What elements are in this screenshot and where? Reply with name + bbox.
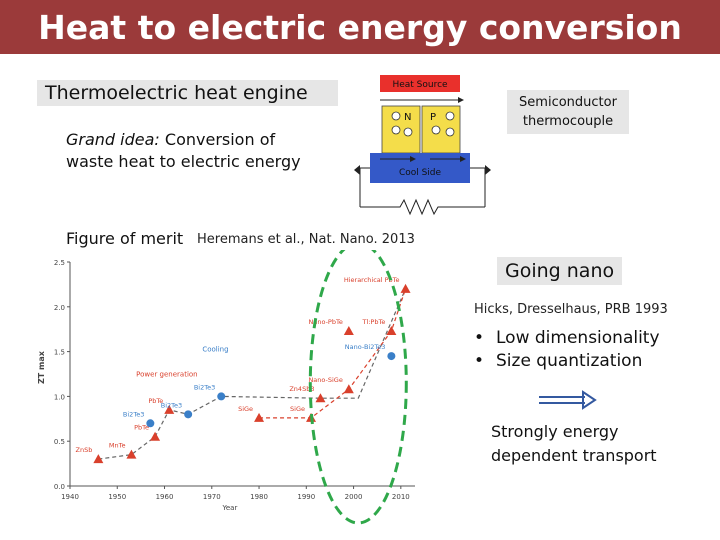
data-label: MnTe	[109, 442, 126, 450]
x-tick-label: 2000	[345, 493, 363, 501]
x-tick-label: 1970	[203, 493, 221, 501]
citation: Heremans et al., Nat. Nano. 2013	[197, 232, 415, 247]
data-label: PbTe	[134, 424, 149, 432]
data-label: Zn4Sb3	[289, 385, 314, 393]
semiconductor-label: Semiconductor thermocouple	[507, 90, 629, 134]
bullet-text: Size quantization	[496, 351, 643, 371]
x-axis-label: Year	[222, 504, 238, 512]
strongly-line2: dependent transport	[491, 446, 657, 465]
x-tick-label: 1960	[156, 493, 174, 501]
data-point	[93, 454, 104, 464]
x-tick-label: 1940	[61, 493, 79, 501]
data-label: Nano-Bi2Te3	[345, 343, 386, 351]
data-label: Bi2Te3	[194, 383, 215, 391]
hicks-reference: Hicks, Dresselhaus, PRB 1993	[474, 302, 668, 317]
double-arrow-icon	[539, 390, 597, 410]
data-point	[343, 325, 354, 335]
electron-icon	[391, 125, 401, 135]
data-point	[343, 384, 354, 394]
cool-arrow-left-head	[410, 156, 416, 162]
bullet-item: • Size quantization	[474, 351, 643, 371]
n-leg	[381, 105, 421, 154]
data-label: Nano-SiGe	[308, 376, 342, 384]
figure-of-merit-label: Figure of merit	[66, 229, 184, 248]
grand-idea-line1: Conversion of	[159, 130, 276, 149]
data-point	[126, 449, 137, 459]
data-point	[164, 404, 175, 414]
y-tick-label: 1.0	[54, 393, 65, 401]
data-label: Bi2Te3	[161, 401, 182, 409]
heat-source-label: Heat Source	[392, 80, 448, 90]
data-point	[184, 410, 193, 419]
strongly-energy-text: Strongly energy dependent transport	[491, 420, 657, 468]
heat-engine-label: Thermoelectric heat engine	[37, 80, 338, 106]
cool-arrow-right-head	[460, 156, 466, 162]
bullet-text: Low dimensionality	[496, 328, 660, 348]
hole-icon	[445, 111, 455, 121]
heat-arrow-head	[458, 97, 464, 103]
electron-icon	[391, 111, 401, 121]
zt-chart: 1940 1950 1960 1970 1980 1990 2000 2010 0.0 0.5 1.…	[37, 250, 415, 525]
data-point	[254, 412, 265, 422]
y-tick-label: 1.5	[54, 349, 65, 357]
x-tick-label: 1950	[108, 493, 126, 501]
highlight-ellipse	[308, 250, 408, 525]
series-label-cooling: Cooling	[202, 346, 228, 354]
data-point	[146, 419, 155, 428]
data-point	[386, 325, 397, 335]
grand-idea-text: Grand idea: Conversion of waste heat to …	[66, 129, 301, 173]
data-label: Tl:PbTe	[361, 318, 385, 326]
bullet-item: • Low dimensionality	[474, 328, 660, 348]
data-point	[217, 392, 226, 401]
grand-idea-emphasis: Grand idea:	[66, 130, 160, 149]
hole-icon	[431, 125, 441, 135]
cool-side-label: Cool Side	[399, 168, 442, 178]
grand-idea-line2: waste heat to electric energy	[66, 152, 301, 171]
p-leg	[421, 105, 461, 154]
cool-side-block	[370, 153, 470, 183]
slide-title: Heat to electric energy conversion	[0, 0, 720, 54]
data-label: Bi2Te3	[123, 410, 144, 418]
data-label: ZnSb	[76, 446, 93, 454]
n-label: N	[404, 112, 411, 123]
x-tick-label: 2010	[392, 493, 410, 501]
current-arrow-icon	[354, 165, 360, 175]
data-label: Hierarchical PbTe	[344, 276, 400, 284]
heat-source-block	[380, 75, 460, 92]
strongly-line1: Strongly energy	[491, 422, 619, 441]
series-label-power: Power generation	[136, 371, 197, 379]
current-arrow-icon	[485, 165, 491, 175]
data-label: SiGe	[290, 405, 305, 413]
nano-bullets: • Low dimensionality • Size quantization	[474, 328, 660, 374]
data-point	[150, 431, 161, 441]
y-tick-label: 2.5	[54, 259, 65, 267]
y-axis-label: ZT max	[37, 350, 46, 384]
load-resistor	[360, 198, 485, 216]
data-point	[315, 393, 326, 403]
y-tick-label: 0.0	[54, 483, 65, 491]
x-tick-label: 1990	[297, 493, 315, 501]
data-point	[400, 283, 411, 293]
data-label: SiGe	[238, 405, 253, 413]
thermocouple-diagram: Heat Source N P Cool Side	[354, 75, 491, 216]
y-tick-label: 2.0	[54, 304, 65, 312]
data-label: PbTe	[148, 397, 163, 405]
data-point	[387, 352, 396, 361]
electron-icon	[403, 127, 413, 137]
hole-icon	[445, 127, 455, 137]
p-label: P	[430, 112, 436, 123]
x-tick-label: 1980	[250, 493, 268, 501]
y-tick-label: 0.5	[54, 438, 65, 446]
going-nano-label: Going nano	[497, 257, 623, 285]
data-label: Nano-PbTe	[309, 318, 343, 326]
